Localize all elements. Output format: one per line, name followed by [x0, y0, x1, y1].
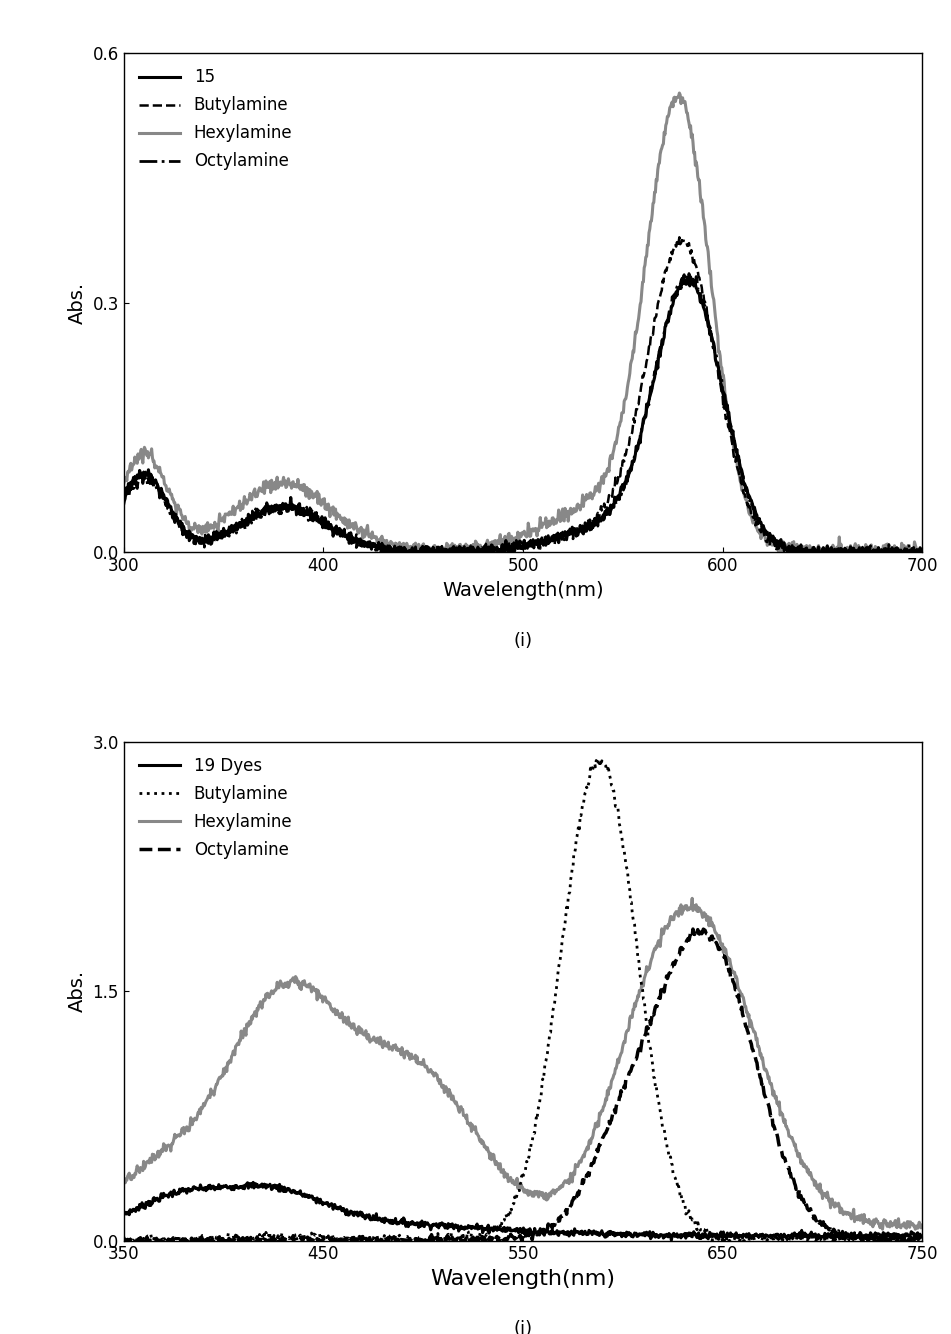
Butylamine [442, 1227, 454, 1243]
Hexylamine [668, 99, 679, 115]
Octylamine [118, 498, 129, 514]
Hexylamine [442, 536, 454, 552]
Butylamine [201, 1233, 212, 1249]
Butylamine [668, 1167, 679, 1183]
15 [471, 543, 482, 559]
Line: Hexylamine: Hexylamine [124, 93, 922, 552]
Hexylamine [687, 890, 698, 906]
Hexylamine [667, 911, 678, 927]
Octylamine [376, 544, 387, 560]
19 Dyes [118, 1203, 129, 1219]
15 [743, 490, 754, 506]
Butylamine [668, 243, 679, 259]
Line: 15: 15 [124, 276, 922, 552]
Octylamine [743, 1025, 754, 1041]
Line: Octylamine: Octylamine [124, 928, 922, 1241]
Octylamine [201, 1233, 212, 1249]
Octylamine [688, 920, 699, 936]
Hexylamine [673, 85, 685, 101]
Butylamine [757, 524, 768, 540]
15 [757, 519, 768, 535]
Butylamine [118, 1230, 129, 1246]
Hexylamine [441, 1082, 453, 1098]
Butylamine [673, 229, 685, 245]
15 [118, 487, 129, 503]
Butylamine [592, 751, 604, 767]
Hexylamine [757, 526, 768, 542]
Octylamine [121, 1233, 132, 1249]
Octylamine [757, 520, 768, 536]
Octylamine [668, 292, 679, 308]
Octylamine [917, 543, 928, 559]
Hexylamine [742, 1005, 753, 1021]
Hexylamine [877, 1221, 888, 1237]
19 Dyes [743, 1229, 754, 1245]
Butylamine [442, 544, 454, 560]
15 [390, 544, 401, 560]
Butylamine [378, 544, 389, 560]
Octylamine [471, 1231, 482, 1247]
Butylamine [471, 1233, 482, 1249]
Hexylamine [756, 1051, 767, 1067]
Hexylamine [743, 500, 754, 516]
Octylamine [471, 544, 482, 560]
Hexylamine [200, 1095, 211, 1111]
Hexylamine [470, 1119, 481, 1135]
Octylamine [743, 486, 754, 502]
Line: Octylamine: Octylamine [124, 273, 922, 552]
Hexylamine [393, 544, 404, 560]
Octylamine [757, 1074, 768, 1090]
Octylamine [442, 544, 454, 560]
15 [442, 543, 454, 559]
Octylamine [442, 1230, 454, 1246]
Y-axis label: Abs.: Abs. [68, 281, 87, 324]
19 Dyes [666, 1233, 677, 1249]
Octylamine [118, 1229, 129, 1245]
Hexylamine [471, 534, 482, 550]
19 Dyes [471, 1218, 482, 1234]
Hexylamine [118, 1174, 129, 1190]
X-axis label: Wavelength(nm): Wavelength(nm) [431, 1269, 615, 1289]
Hexylamine [917, 542, 928, 558]
Y-axis label: Abs.: Abs. [68, 970, 87, 1013]
15 [917, 543, 928, 559]
Butylamine [119, 1233, 130, 1249]
Butylamine [743, 1231, 754, 1247]
Butylamine [471, 540, 482, 556]
19 Dyes [757, 1226, 768, 1242]
Hexylamine [118, 476, 129, 492]
Octylamine [668, 955, 679, 971]
Legend: 15, Butylamine, Hexylamine, Octylamine: 15, Butylamine, Hexylamine, Octylamine [132, 61, 299, 177]
Butylamine [743, 496, 754, 512]
19 Dyes [442, 1221, 454, 1237]
Octylamine [917, 1229, 928, 1245]
19 Dyes [247, 1174, 259, 1190]
X-axis label: Wavelength(nm): Wavelength(nm) [442, 580, 604, 599]
15 [683, 268, 694, 284]
Butylamine [917, 1231, 928, 1247]
Line: 19 Dyes: 19 Dyes [124, 1182, 922, 1241]
Hexylamine [917, 1217, 928, 1233]
Octylamine [683, 265, 694, 281]
Butylamine [757, 1230, 768, 1246]
Butylamine [200, 527, 211, 543]
Octylamine [200, 528, 211, 544]
Butylamine [118, 487, 129, 503]
Text: (i): (i) [514, 632, 533, 650]
19 Dyes [668, 1226, 679, 1242]
Text: (j): (j) [514, 1321, 533, 1334]
Line: Hexylamine: Hexylamine [124, 898, 922, 1229]
15 [668, 296, 679, 312]
Butylamine [917, 544, 928, 560]
Hexylamine [200, 523, 211, 539]
Line: Butylamine: Butylamine [124, 759, 922, 1241]
Legend: 19 Dyes, Butylamine, Hexylamine, Octylamine: 19 Dyes, Butylamine, Hexylamine, Octylam… [132, 750, 299, 866]
19 Dyes [200, 1179, 211, 1195]
15 [200, 532, 211, 548]
19 Dyes [917, 1229, 928, 1245]
Line: Butylamine: Butylamine [124, 237, 922, 552]
